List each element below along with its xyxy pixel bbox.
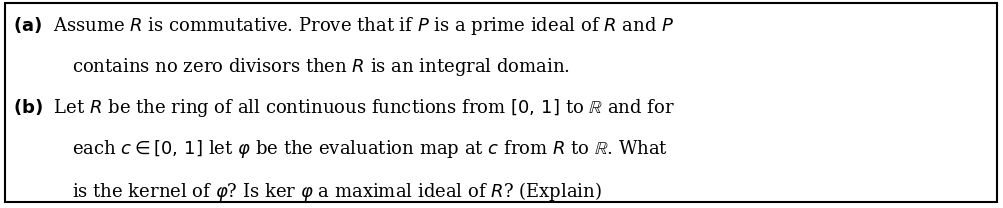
Text: is the kernel of $\varphi$? Is ker $\varphi$ a maximal ideal of $R$? (Explain): is the kernel of $\varphi$? Is ker $\var… <box>72 180 602 203</box>
Text: $\mathbf{(b)}$  Let $R$ be the ring of all continuous functions from $[0,\,1]$ t: $\mathbf{(b)}$ Let $R$ be the ring of al… <box>13 97 674 119</box>
Text: each $c \in [0,\,1]$ let $\varphi$ be the evaluation map at $c$ from $R$ to $\ma: each $c \in [0,\,1]$ let $\varphi$ be th… <box>72 138 668 160</box>
Text: $\mathbf{(a)}$  Assume $R$ is commutative. Prove that if $P$ is a prime ideal of: $\mathbf{(a)}$ Assume $R$ is commutative… <box>13 15 674 37</box>
Text: contains no zero divisors then $R$ is an integral domain.: contains no zero divisors then $R$ is an… <box>72 56 570 78</box>
